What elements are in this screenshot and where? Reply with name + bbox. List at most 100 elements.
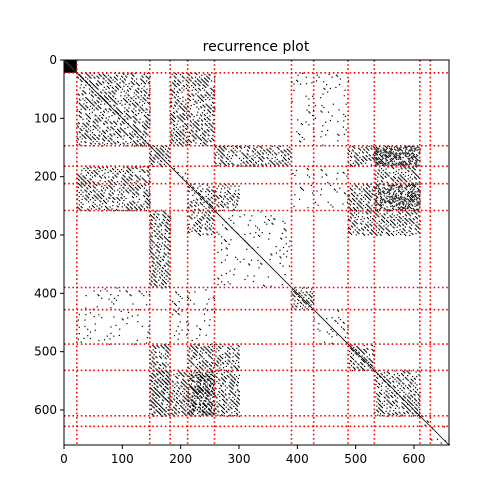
- recurrence-point: [260, 163, 262, 165]
- recurrence-point: [222, 374, 224, 376]
- recurrence-point: [156, 245, 158, 247]
- recurrence-point: [199, 210, 201, 212]
- recurrence-point: [117, 136, 119, 139]
- recurrence-point: [109, 190, 112, 192]
- recurrence-point: [108, 95, 110, 97]
- recurrence-point: [124, 79, 126, 81]
- recurrence-point: [228, 347, 230, 349]
- recurrence-point: [118, 134, 120, 136]
- recurrence-point: [331, 336, 333, 338]
- recurrence-point: [168, 220, 170, 222]
- recurrence-point: [189, 140, 191, 143]
- recurrence-point: [213, 310, 216, 312]
- recurrence-point: [356, 210, 358, 212]
- recurrence-point: [81, 186, 83, 188]
- recurrence-point: [173, 96, 176, 98]
- recurrence-point: [209, 319, 211, 321]
- recurrence-point: [227, 375, 229, 377]
- recurrence-point: [102, 142, 104, 144]
- recurrence-point: [112, 95, 114, 97]
- recurrence-point: [129, 294, 131, 296]
- recurrence-point: [335, 86, 337, 88]
- recurrence-point: [365, 211, 367, 213]
- recurrence-point: [193, 116, 195, 118]
- recurrence-point: [220, 151, 222, 153]
- recurrence-point: [116, 208, 118, 211]
- recurrence-point: [188, 359, 190, 361]
- recurrence-point: [104, 181, 106, 183]
- recurrence-point: [145, 145, 148, 147]
- recurrence-point: [188, 231, 190, 234]
- recurrence-point: [110, 98, 112, 100]
- recurrence-point: [230, 345, 232, 348]
- recurrence-point: [252, 155, 254, 157]
- recurrence-point: [236, 151, 238, 153]
- recurrence-point: [233, 222, 235, 224]
- recurrence-point: [209, 380, 211, 382]
- recurrence-point: [356, 194, 358, 196]
- recurrence-point: [188, 73, 190, 75]
- recurrence-point: [82, 122, 84, 124]
- recurrence-point: [103, 86, 105, 88]
- recurrence-point: [147, 122, 149, 124]
- recurrence-point: [143, 134, 145, 136]
- recurrence-point: [403, 152, 405, 154]
- recurrence-point: [178, 314, 180, 316]
- recurrence-point: [348, 80, 350, 82]
- recurrence-point: [206, 309, 208, 312]
- recurrence-point: [196, 106, 198, 108]
- recurrence-point: [371, 348, 373, 350]
- recurrence-point: [166, 404, 168, 406]
- recurrence-point: [363, 233, 365, 235]
- recurrence-point: [192, 139, 194, 141]
- recurrence-point: [150, 280, 152, 282]
- recurrence-point: [349, 360, 352, 362]
- recurrence-point: [393, 374, 395, 376]
- recurrence-point: [364, 206, 367, 209]
- recurrence-point: [101, 198, 103, 200]
- recurrence-point: [194, 225, 196, 227]
- recurrence-point: [237, 377, 239, 380]
- recurrence-point: [188, 375, 190, 378]
- recurrence-point: [122, 142, 124, 144]
- recurrence-point: [219, 146, 221, 148]
- recurrence-point: [388, 210, 391, 212]
- recurrence-point: [206, 104, 208, 106]
- recurrence-point: [299, 293, 301, 295]
- recurrence-point: [228, 218, 230, 220]
- recurrence-point: [160, 148, 162, 150]
- recurrence-point: [390, 395, 392, 397]
- recurrence-point: [229, 394, 231, 396]
- recurrence-point: [108, 209, 110, 211]
- recurrence-point: [148, 192, 150, 194]
- recurrence-point: [415, 183, 417, 185]
- recurrence-point: [175, 311, 177, 313]
- recurrence-point: [413, 162, 416, 164]
- recurrence-point: [145, 124, 147, 126]
- recurrence-point: [169, 230, 172, 232]
- recurrence-point: [163, 364, 165, 366]
- recurrence-point: [386, 232, 388, 235]
- recurrence-point: [298, 292, 300, 294]
- recurrence-point: [147, 98, 149, 100]
- recurrence-point: [397, 389, 399, 392]
- recurrence-point: [106, 101, 108, 103]
- recurrence-point: [208, 126, 210, 129]
- recurrence-point: [359, 189, 361, 191]
- recurrence-point: [413, 402, 415, 404]
- recurrence-point: [135, 175, 137, 177]
- recurrence-point: [135, 118, 137, 120]
- recurrence-point: [366, 195, 368, 197]
- recurrence-point: [206, 80, 208, 82]
- recurrence-point: [215, 363, 217, 365]
- recurrence-point: [80, 202, 82, 204]
- recurrence-point: [91, 132, 93, 134]
- recurrence-point: [406, 399, 408, 401]
- recurrence-point: [161, 234, 164, 236]
- recurrence-point: [169, 233, 171, 235]
- recurrence-point: [371, 189, 373, 191]
- recurrence-point: [404, 221, 406, 223]
- recurrence-point: [374, 188, 377, 190]
- recurrence-point: [210, 217, 212, 219]
- recurrence-point: [143, 94, 145, 96]
